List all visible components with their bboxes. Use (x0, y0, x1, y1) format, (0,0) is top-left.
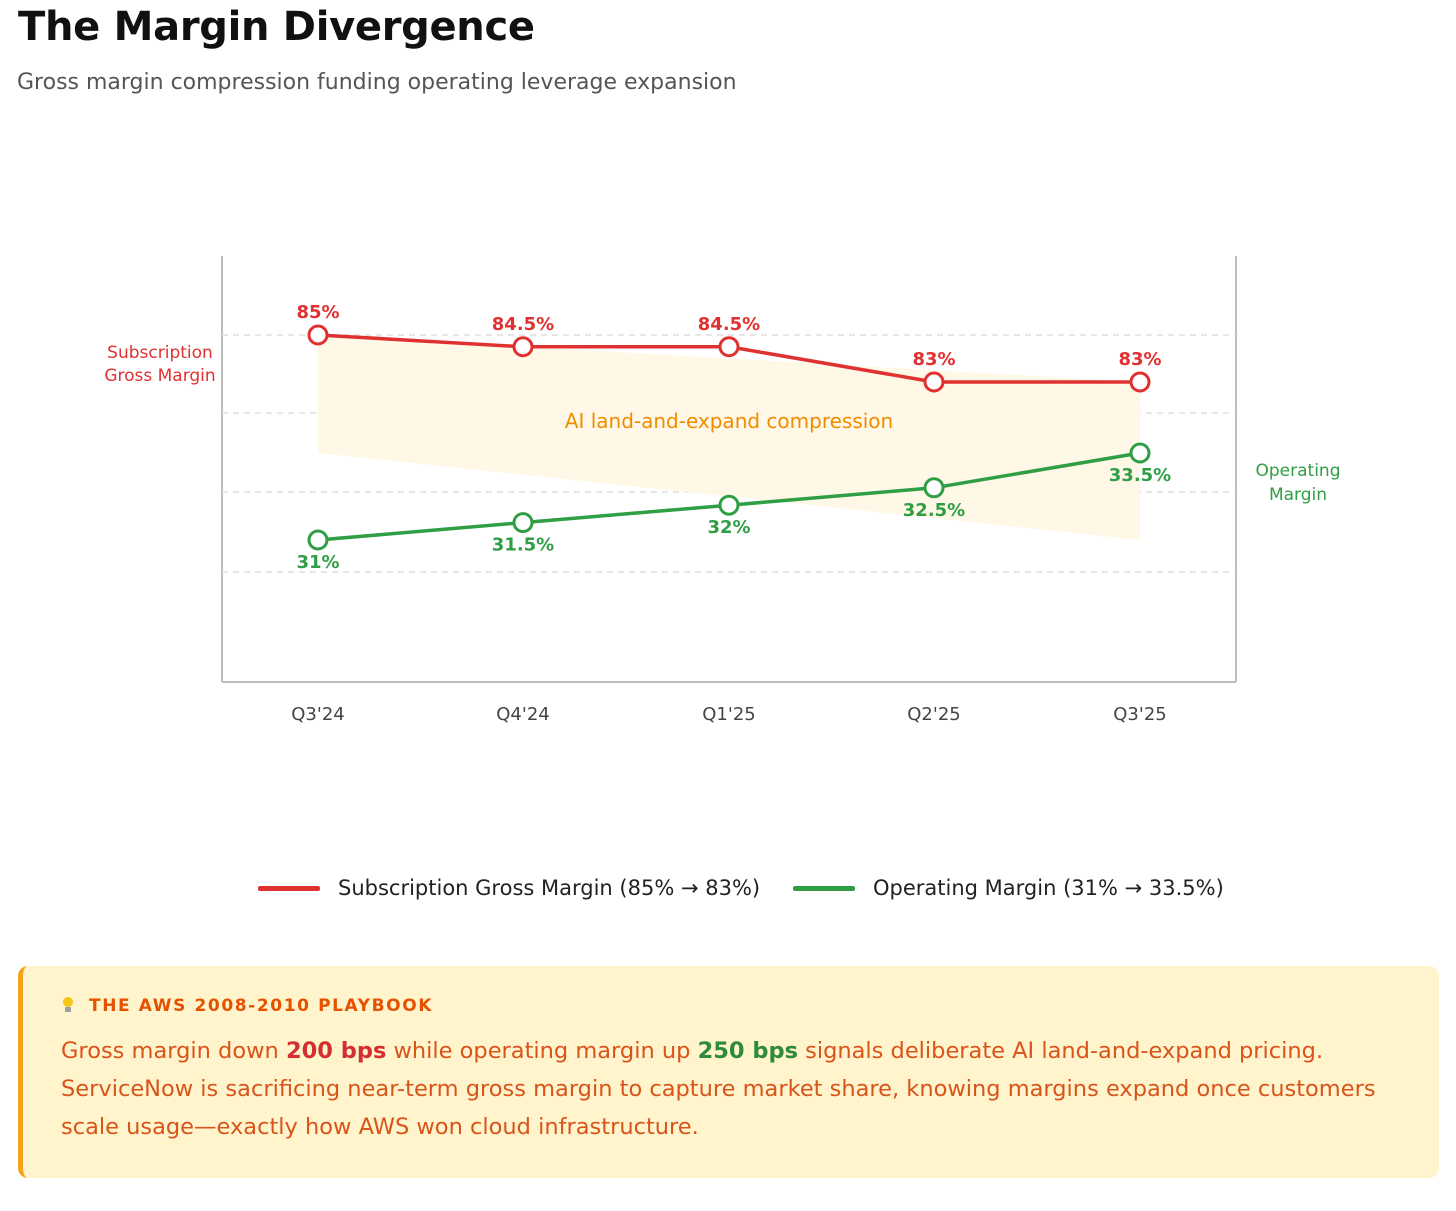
operating-data-label: 32% (707, 517, 750, 538)
page-subtitle: Gross margin compression funding operati… (17, 70, 737, 95)
callout-text-1: Gross margin down (61, 1038, 286, 1064)
gross-point (307, 324, 329, 346)
operating-side-label-line2: Margin (1269, 485, 1327, 505)
gross-side-label-line1: Subscription (107, 343, 213, 363)
insight-callout: THE AWS 2008-2010 PLAYBOOK Gross margin … (18, 966, 1439, 1178)
callout-highlight-gross: 200 bps (285, 1038, 387, 1064)
operating-point (718, 494, 740, 516)
gross-data-label: 84.5% (698, 314, 760, 335)
operating-data-label: 31% (296, 552, 339, 573)
callout-text-3: signals deliberate AI land-and-expand pr… (61, 1038, 1376, 1140)
callout-heading: THE AWS 2008-2010 PLAYBOOK (89, 996, 434, 1016)
gross-point (718, 336, 740, 358)
gross-point (512, 336, 534, 358)
callout-body: Gross margin down 200 bps while operatin… (61, 1032, 1409, 1146)
operating-side-label-line1: Operating (1256, 461, 1341, 481)
page-title: The Margin Divergence (18, 4, 535, 50)
gross-point (923, 371, 945, 393)
legend-item-gross: Subscription Gross Margin (85% → 83%) (258, 872, 760, 904)
chart-legend: Subscription Gross Margin (85% → 83%) Op… (0, 872, 1456, 904)
x-tick-label: Q3'25 (1113, 704, 1166, 725)
callout-text-2: while operating margin up (386, 1038, 698, 1064)
gross-data-label: 83% (1118, 349, 1161, 370)
margin-chart: AI land-and-expand compression 85% 84.5% 84… (104, 256, 1341, 725)
operating-data-label: 32.5% (903, 500, 965, 521)
x-tick-label: Q2'25 (907, 704, 960, 725)
legend-item-operating: Operating Margin (31% → 33.5%) (793, 872, 1224, 904)
operating-data-label: 33.5% (1109, 465, 1171, 486)
callout-heading-row: THE AWS 2008-2010 PLAYBOOK (61, 996, 1409, 1016)
lightbulb-icon (61, 997, 75, 1015)
operating-point (307, 529, 329, 551)
x-tick-label: Q4'24 (496, 704, 549, 725)
gross-point (1129, 371, 1151, 393)
gross-data-label: 84.5% (492, 314, 554, 335)
gross-data-label: 83% (912, 349, 955, 370)
gross-data-label: 85% (296, 302, 339, 323)
operating-point (512, 512, 534, 534)
operating-point (923, 477, 945, 499)
callout-highlight-operating: 250 bps (697, 1038, 798, 1064)
legend-swatch-operating (793, 885, 855, 891)
legend-label-operating: Operating Margin (31% → 33.5%) (873, 876, 1224, 900)
gross-side-label-line2: Gross Margin (104, 366, 215, 386)
legend-label-gross: Subscription Gross Margin (85% → 83%) (338, 876, 761, 900)
legend-swatch-gross (258, 885, 320, 891)
operating-data-label: 31.5% (492, 535, 554, 556)
x-tick-label: Q1'25 (702, 704, 755, 725)
x-tick-label: Q3'24 (291, 704, 344, 725)
compression-annotation: AI land-and-expand compression (565, 409, 893, 433)
operating-point (1129, 442, 1151, 464)
